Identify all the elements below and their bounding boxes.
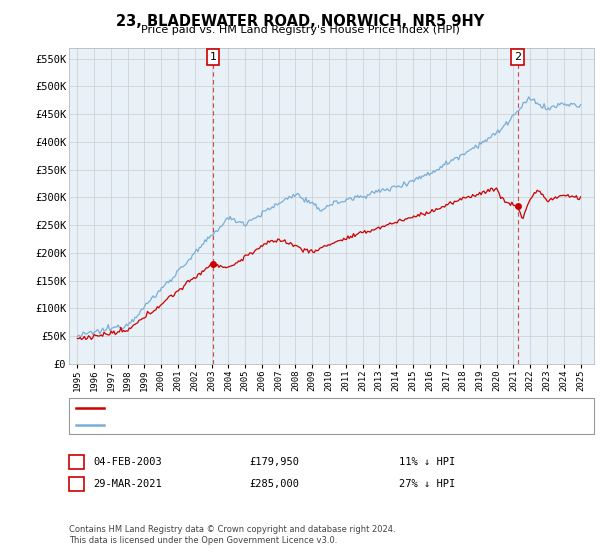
Text: This data is licensed under the Open Government Licence v3.0.: This data is licensed under the Open Gov… xyxy=(69,536,337,545)
Text: HPI: Average price, detached house, Norwich: HPI: Average price, detached house, Norw… xyxy=(108,420,329,430)
Text: 04-FEB-2003: 04-FEB-2003 xyxy=(93,457,162,467)
Text: Price paid vs. HM Land Registry's House Price Index (HPI): Price paid vs. HM Land Registry's House … xyxy=(140,25,460,35)
Text: 29-MAR-2021: 29-MAR-2021 xyxy=(93,479,162,489)
Text: £179,950: £179,950 xyxy=(249,457,299,467)
Text: 23, BLADEWATER ROAD, NORWICH, NR5 9HY (detached house): 23, BLADEWATER ROAD, NORWICH, NR5 9HY (d… xyxy=(108,403,418,413)
Text: 1: 1 xyxy=(209,52,217,62)
Text: 2: 2 xyxy=(73,479,80,489)
Text: £285,000: £285,000 xyxy=(249,479,299,489)
Text: 1: 1 xyxy=(73,457,80,467)
Text: 2: 2 xyxy=(514,52,521,62)
Text: Contains HM Land Registry data © Crown copyright and database right 2024.: Contains HM Land Registry data © Crown c… xyxy=(69,525,395,534)
Text: 27% ↓ HPI: 27% ↓ HPI xyxy=(399,479,455,489)
Text: 11% ↓ HPI: 11% ↓ HPI xyxy=(399,457,455,467)
Text: 23, BLADEWATER ROAD, NORWICH, NR5 9HY: 23, BLADEWATER ROAD, NORWICH, NR5 9HY xyxy=(116,14,484,29)
